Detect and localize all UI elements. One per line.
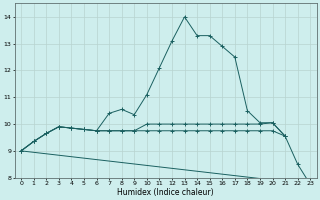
X-axis label: Humidex (Indice chaleur): Humidex (Indice chaleur) — [117, 188, 214, 197]
